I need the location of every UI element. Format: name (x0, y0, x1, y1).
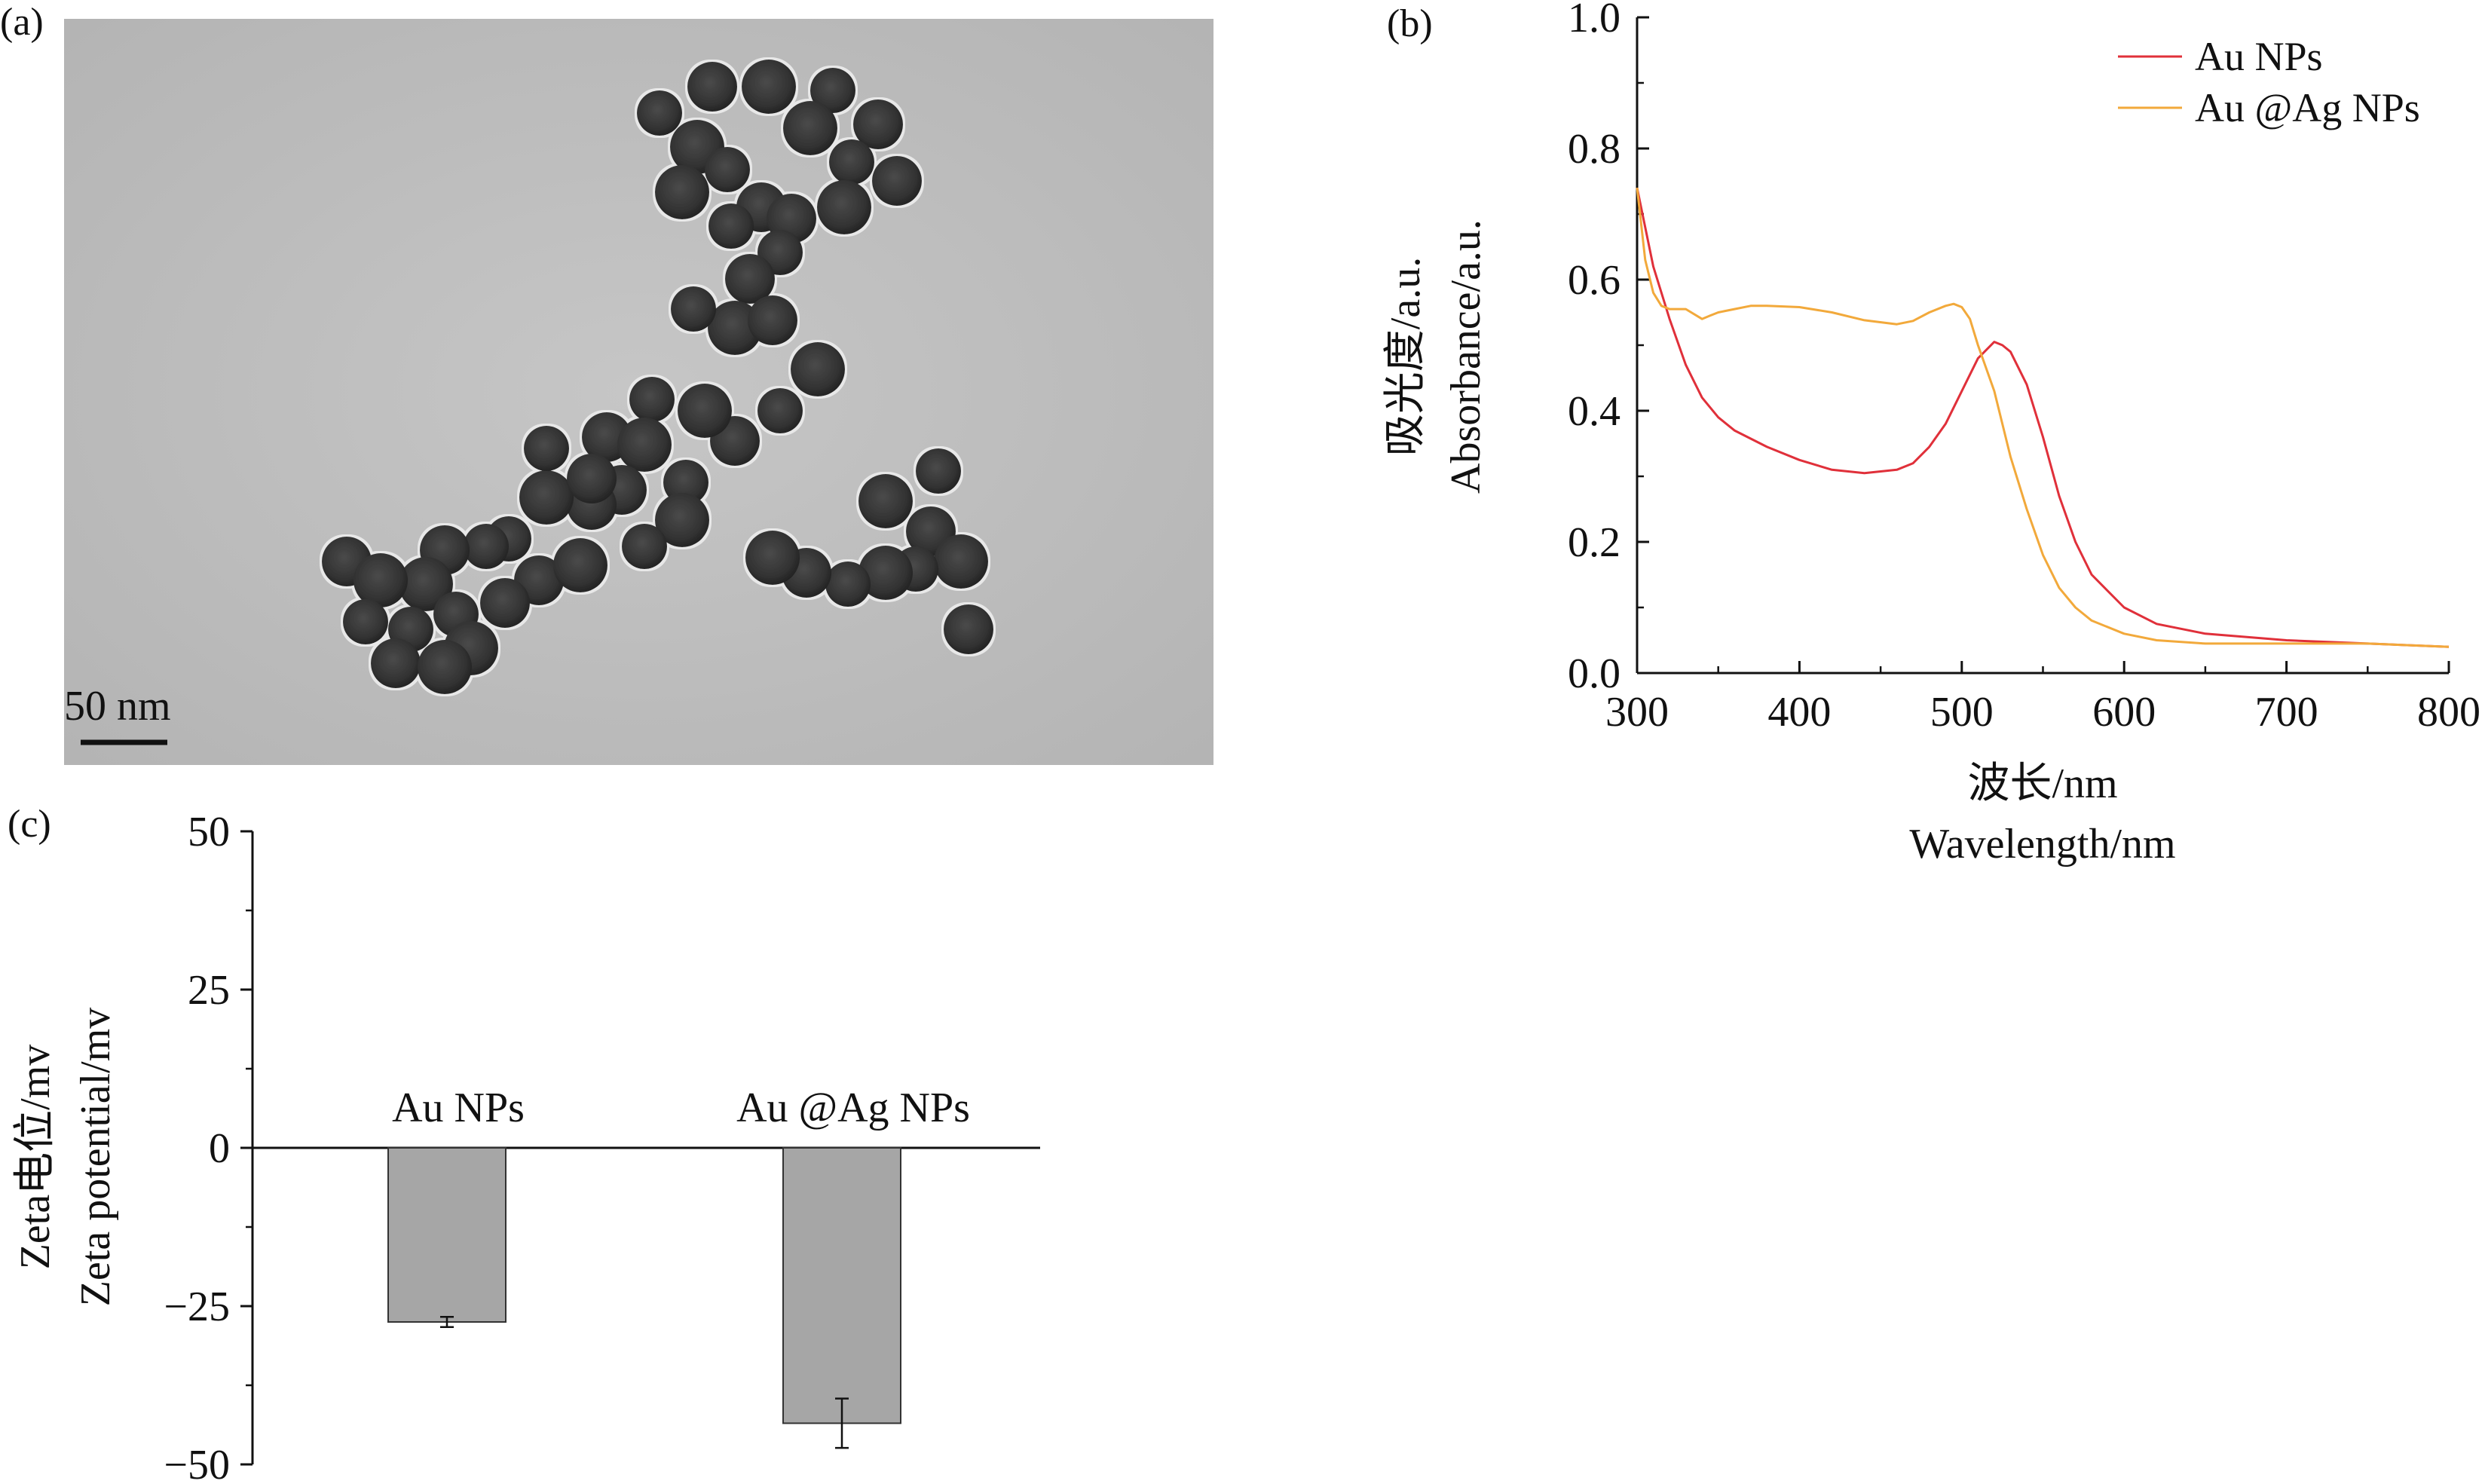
nanoparticle (655, 493, 709, 547)
b-legend-label: Au NPs (2195, 34, 2323, 79)
nanoparticle (567, 454, 617, 503)
b-x-tick-label: 600 (2092, 689, 2156, 736)
nanoparticle (343, 599, 388, 644)
nanoparticle (791, 342, 845, 396)
nanoparticle (748, 295, 797, 345)
nanoparticle (687, 62, 737, 112)
b-ylabel-cn: 吸光度/a.u. (1382, 257, 1429, 456)
c-ylabel-cn: Zeta电位/mv (12, 1045, 59, 1270)
c-y-tick-label: 25 (188, 967, 230, 1014)
nanoparticle (524, 426, 569, 471)
b-y-tick-label: 0.6 (1568, 257, 1620, 304)
b-x-tick-label: 800 (2417, 689, 2480, 736)
nanoparticle (418, 640, 472, 694)
nanoparticle (916, 448, 961, 494)
b-series-line (1636, 187, 2450, 648)
absorbance-chart: (b) 300 400 500 600 700 800 0.0 0.2 0.4 0.6 0.8 1.0… (1382, 0, 2480, 867)
panel-c-label: (c) (8, 803, 51, 846)
c-y-tick-label: 50 (188, 809, 230, 855)
nanoparticle (757, 388, 803, 433)
nanoparticle (708, 203, 754, 249)
nanoparticle (783, 101, 837, 155)
nanoparticle (725, 254, 775, 304)
nanoparticle (817, 180, 871, 234)
tem-image: 50 nm (64, 19, 1213, 765)
nanoparticle (810, 68, 855, 113)
b-series-line (1636, 188, 2450, 648)
b-y-tick-label: 0.4 (1568, 388, 1620, 435)
b-x-tick-label: 400 (1767, 689, 1831, 736)
nanoparticle (464, 524, 509, 569)
nanoparticle (553, 538, 607, 592)
b-x-tick-label: 300 (1605, 689, 1669, 736)
zeta-chart: (c) −50 −25 0 25 50 Au NPs Au @Ag NPs Zeta电位/… (8, 803, 1040, 1484)
b-x-tick-label: 500 (1930, 689, 1994, 736)
panel-a-label: (a) (0, 1, 44, 44)
nanoparticle (853, 99, 903, 149)
absorbance-axes: 300 400 500 600 700 800 0.0 0.2 0.4 0.6 0.8 1.0 (1568, 0, 2480, 736)
nanoparticle-cluster (322, 60, 993, 694)
b-xlabel-en: Wavelength/nm (1909, 821, 2175, 867)
nanoparticle (705, 147, 750, 192)
c-y-tick-label: −25 (164, 1284, 230, 1330)
nanoparticle (519, 470, 574, 525)
nanoparticle (872, 156, 922, 206)
nanoparticle (671, 286, 716, 332)
b-ylabel-en: Absorbance/a.u. (1443, 219, 1489, 494)
nanoparticle (371, 638, 421, 688)
absorbance-legend: Au NPs Au @Ag NPs (2118, 34, 2420, 130)
nanoparticle (742, 60, 796, 114)
b-y-tick-label: 0.2 (1568, 519, 1620, 566)
nanoparticle (480, 578, 530, 628)
b-y-tick-label: 1.0 (1568, 0, 1620, 41)
nanoparticle (655, 165, 709, 219)
b-y-tick-label: 0.8 (1568, 126, 1620, 173)
panel-b-label: (b) (1387, 2, 1433, 45)
b-x-tick-label: 700 (2255, 689, 2318, 736)
b-xlabel-cn: 波长/nm (1967, 760, 2117, 807)
c-bar (782, 1147, 901, 1424)
scale-bar-label: 50 nm (64, 683, 171, 730)
c-y-tick-label: 0 (209, 1125, 230, 1172)
zeta-bars: Au NPs Au @Ag NPs (387, 1085, 970, 1449)
b-legend-label: Au @Ag NPs (2195, 85, 2420, 130)
nanoparticle (678, 384, 732, 438)
nanoparticle (622, 524, 667, 569)
nanoparticle (944, 604, 993, 654)
c-ylabel-en: Zeta potential/mv (72, 1008, 119, 1307)
c-category-label: Au NPs (392, 1085, 525, 1131)
c-y-tick-label: −50 (164, 1442, 230, 1484)
c-category-label: Au @Ag NPs (736, 1085, 970, 1131)
absorbance-series (1636, 187, 2450, 648)
nanoparticle (825, 561, 871, 607)
nanoparticle (629, 377, 675, 422)
nanoparticle (858, 474, 913, 528)
nanoparticle (663, 460, 708, 505)
zeta-axes: −50 −25 0 25 50 (164, 809, 1040, 1484)
b-y-tick-label: 0.0 (1568, 650, 1620, 697)
nanoparticle (399, 557, 453, 611)
nanoparticle (617, 418, 672, 472)
nanoparticle (858, 546, 913, 600)
nanoparticle (934, 534, 988, 589)
c-bar (387, 1147, 506, 1323)
nanoparticle (353, 553, 408, 607)
nanoparticle (637, 90, 682, 136)
nanoparticle (829, 139, 874, 185)
nanoparticle (745, 531, 800, 585)
